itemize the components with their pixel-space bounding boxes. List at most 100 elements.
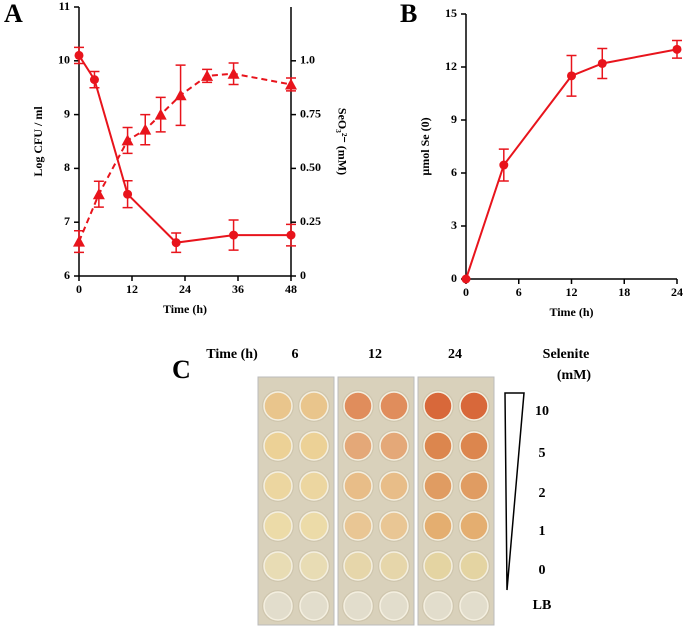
marker (229, 230, 239, 240)
marker (461, 274, 471, 284)
well (263, 591, 293, 621)
y-tick-label: 7 (64, 214, 70, 228)
y2-axis-label: SeO₃²⁻ (mM) (335, 108, 349, 175)
y-tick-label: 11 (59, 0, 70, 13)
well (379, 471, 409, 501)
well (263, 391, 293, 421)
x-tick-label: 0 (76, 282, 82, 296)
well (459, 431, 489, 461)
well (343, 431, 373, 461)
well (459, 471, 489, 501)
time-value: 6 (292, 347, 299, 362)
panel-label: B (400, 0, 417, 28)
y-tick-label: 6 (64, 268, 70, 282)
marker (171, 238, 181, 248)
well (423, 511, 453, 541)
x-tick-label: 24 (671, 285, 683, 299)
marker (285, 78, 297, 90)
well (299, 431, 329, 461)
well (299, 551, 329, 581)
well (379, 431, 409, 461)
row-label: 5 (539, 446, 546, 461)
well (343, 551, 373, 581)
well (263, 471, 293, 501)
x-tick-label: 36 (232, 282, 244, 296)
time-label: Time (h) (206, 347, 258, 362)
well (299, 511, 329, 541)
panel-label: C (172, 355, 191, 384)
gradient-wedge (504, 392, 525, 591)
time-value: 24 (448, 347, 462, 362)
marker (597, 58, 607, 68)
row-label: LB (533, 598, 552, 613)
row-label: 1 (539, 524, 546, 539)
well (299, 591, 329, 621)
y-tick-label: 3 (451, 218, 457, 232)
series-line (78, 54, 291, 244)
well (459, 591, 489, 621)
row-label: 10 (535, 404, 549, 419)
y2-tick-label: 0.50 (300, 160, 321, 174)
panel-label: A (4, 0, 23, 28)
well (379, 591, 409, 621)
selenite-label: Selenite (543, 347, 590, 362)
well (263, 551, 293, 581)
marker (123, 189, 133, 199)
row-label: 0 (539, 563, 546, 578)
unit-label: (mM) (557, 368, 592, 383)
marker (73, 235, 85, 247)
marker (227, 67, 240, 79)
well (459, 551, 489, 581)
x-tick-label: 12 (126, 282, 138, 296)
well (379, 391, 409, 421)
well (299, 471, 329, 501)
well (343, 511, 373, 541)
marker (174, 89, 187, 101)
marker (201, 69, 214, 81)
marker (74, 50, 84, 60)
y2-tick-label: 0.25 (300, 214, 321, 228)
marker (89, 75, 99, 85)
marker (121, 134, 134, 146)
marker (154, 108, 167, 120)
well (423, 431, 453, 461)
y2-tick-label: 0.75 (300, 106, 321, 120)
well (343, 591, 373, 621)
marker (567, 71, 576, 81)
well (343, 471, 373, 501)
well (263, 431, 293, 461)
x-tick-label: 48 (285, 282, 297, 296)
well (299, 391, 329, 421)
well (423, 391, 453, 421)
x-tick-label: 18 (618, 285, 630, 299)
row-label: 2 (539, 486, 546, 501)
marker (672, 44, 682, 54)
well (423, 591, 453, 621)
marker (92, 188, 105, 200)
y2-tick-label: 0 (300, 268, 306, 282)
y2-tick-label: 1.0 (300, 53, 315, 67)
x-axis-label: Time (h) (549, 305, 593, 319)
marker (286, 230, 296, 240)
well (263, 511, 293, 541)
x-tick-label: 12 (566, 285, 578, 299)
y-tick-label: 12 (445, 59, 457, 73)
x-tick-label: 6 (516, 285, 522, 299)
y-tick-label: 8 (64, 160, 70, 174)
well (423, 551, 453, 581)
y-tick-label: 10 (58, 53, 70, 67)
y-tick-label: 6 (451, 165, 457, 179)
y-axis-label: Log CFU / ml (31, 106, 45, 177)
y-tick-label: 9 (64, 106, 70, 120)
y-tick-label: 15 (445, 6, 457, 20)
y-tick-label: 0 (451, 271, 457, 285)
y-axis-label: µmol Se (0) (418, 117, 432, 175)
x-tick-label: 0 (463, 285, 469, 299)
well (379, 551, 409, 581)
time-value: 12 (368, 347, 382, 362)
well (423, 471, 453, 501)
marker (139, 123, 152, 135)
well (379, 511, 409, 541)
